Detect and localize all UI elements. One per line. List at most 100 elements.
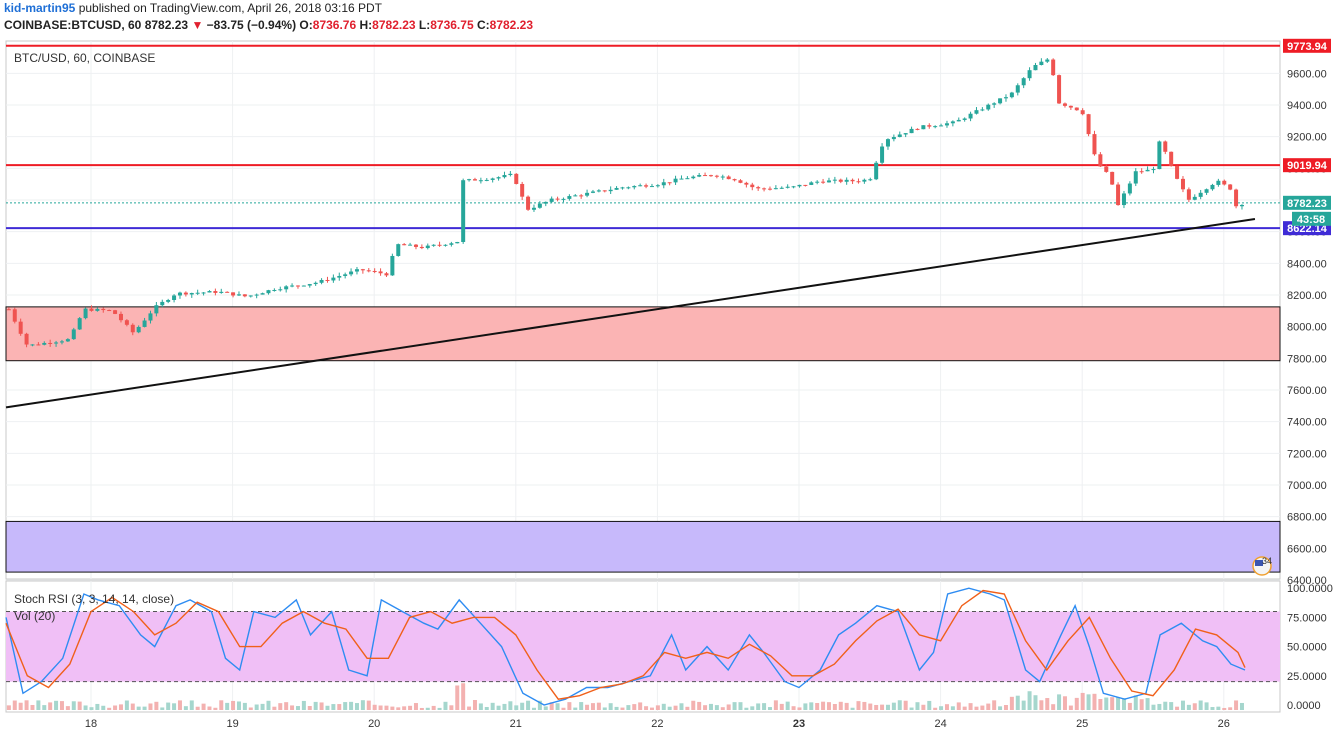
candle-down [520,183,525,197]
candle-up [944,123,949,126]
stoch-k-line [5,587,1246,706]
candle-up [779,187,784,189]
volume-bar [166,702,171,710]
author-link[interactable]: kid-martin95 [4,1,76,15]
candle-down [1169,151,1174,166]
volume-bar [1186,704,1191,710]
candle-down [708,175,713,177]
candle-up [290,285,295,287]
candle-up [354,269,359,272]
candle-down [1228,184,1233,190]
candle-up [396,244,401,256]
volume-bar [1157,703,1162,710]
candle-up [720,176,725,178]
stoch-axis[interactable]: 100.0000 75.0000 50.0000 25.0000 0.0000 [1287,583,1333,712]
candle-up [679,178,684,180]
candle-down [514,173,519,184]
close-value: 8782.23 [489,18,534,32]
price-axis[interactable]: 6400.00 6600.00 6800.00 7000.00 7200.00 7400.… [1287,68,1327,587]
volume-bar [880,704,885,710]
candle-up [992,103,997,105]
candle-down [325,279,330,281]
volume-bar [118,704,123,710]
candle-down [1086,114,1091,135]
ohlc-line: COINBASE:BTCUSD, 60 8782.23 ▼ −83.75 (−0… [4,18,533,32]
volume-bar [461,683,466,710]
volume-bar [708,703,713,710]
volume-bar [172,703,177,710]
price-pane[interactable]: BTC/USD, 60, COINBASE 6400.00 6600.00 6800… [5,38,1331,587]
candle-down [1175,165,1180,179]
volume-bar [384,705,389,710]
volume-bar [602,707,607,710]
volume-bar [661,703,666,710]
flag-icon[interactable]: 34 [1252,556,1272,576]
candle-down [703,175,708,177]
volume-bar [903,700,908,710]
candle-up [148,313,153,321]
volume-bar [1216,706,1221,710]
candle-up [891,137,896,140]
published-text: published on TradingView.com, April 26, … [75,1,382,15]
candle-down [372,270,377,272]
candle-up [77,318,82,330]
price-tick-label: 9400.00 [1287,100,1327,112]
volume-bar [815,703,820,710]
volume-bar [266,700,271,710]
volume-bar [590,703,595,710]
candle-down [231,292,236,296]
volume-bar [65,706,70,710]
candle-up [449,243,454,245]
candle-down [1062,103,1067,106]
candle-up [343,274,348,276]
candle-up [1015,85,1020,93]
volume-bar [767,707,772,710]
price-tag-text: 8782.23 [1287,198,1327,210]
candle-down [36,344,41,346]
candle-down [850,179,855,182]
volume-bar [89,707,94,710]
candle-up [986,104,991,110]
candle-down [714,175,719,177]
price-tick-label: 7200.00 [1287,448,1327,460]
time-tick-label: 25 [1076,718,1088,730]
volume-bar [12,700,17,710]
candle-up [284,286,289,290]
candle-down [1074,107,1079,111]
candle-up [349,271,354,275]
volume-bar [1015,695,1020,710]
volume-bar [195,706,200,710]
volume-bar [1057,694,1062,710]
volume-bar [986,703,991,710]
last-price: 8782.23 [144,18,189,32]
demand-zone [5,306,1281,362]
candle-up [620,187,625,189]
volume-bar [1139,699,1144,710]
time-axis[interactable]: 18 19 20 21 22 23 24 25 26 [85,718,1230,730]
volume-bar [874,704,879,710]
candle-down [579,195,584,197]
volume-bar [1175,706,1180,710]
trendline-layer [5,218,1256,409]
volume-bar [154,701,159,710]
candle-down [107,310,112,312]
candle-down [18,321,23,334]
volume-bar [307,706,312,710]
price-tick-label: 7000.00 [1287,480,1327,492]
volume-bar [378,705,383,710]
stoch-pane[interactable]: Stoch RSI (3, 3, 14, 14, close) Vol (20)… [5,580,1333,713]
stoch-band [6,611,1280,683]
price-tag-last-price [1283,195,1331,210]
volume-bar [697,701,702,710]
volume-bar [567,702,572,710]
candle-down [555,198,560,200]
volume-bar [502,703,507,710]
price-tag-text: 9019.94 [1287,160,1328,172]
candle-up [968,113,973,119]
candle-down [366,270,371,272]
volume-bar [219,700,224,710]
open-label: O: [299,18,313,32]
candle-up [1204,189,1209,193]
volume-bar [832,704,837,710]
